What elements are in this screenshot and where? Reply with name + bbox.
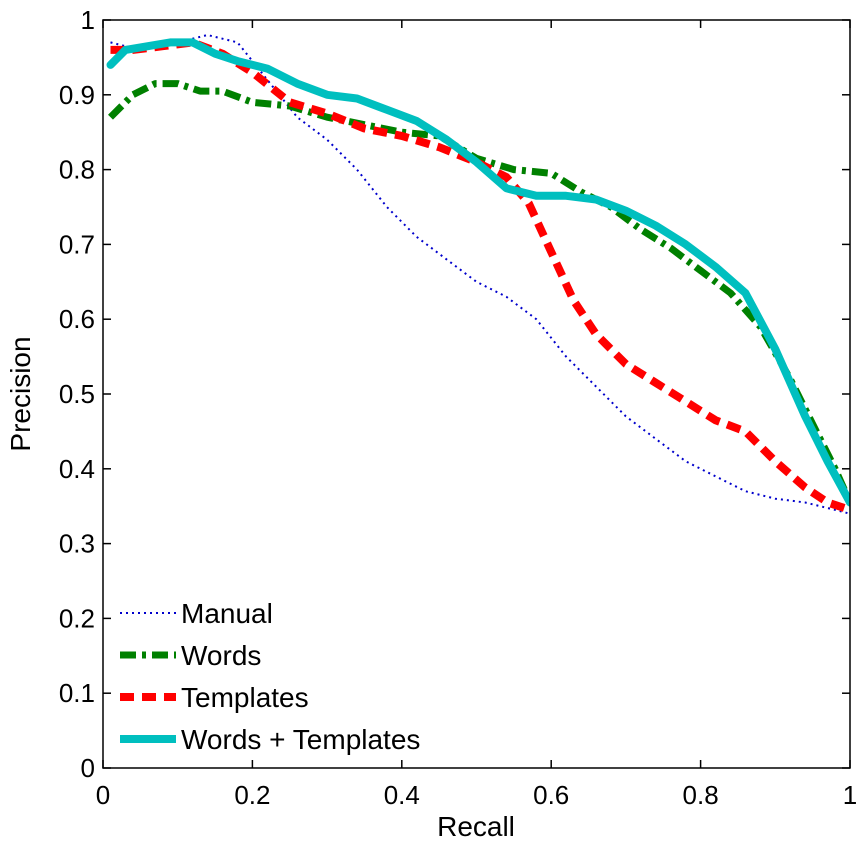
series-line-words	[108, 80, 850, 504]
plot-frame	[102, 19, 851, 769]
x-tick-label: 0.4	[384, 780, 420, 810]
y-tick-label: 0.6	[59, 304, 95, 334]
y-tick-label: 0	[81, 753, 95, 783]
x-tick-label: 0.6	[533, 780, 569, 810]
y-tick-label: 0.1	[59, 678, 95, 708]
plot-area	[103, 20, 850, 768]
x-tick-label: 0.8	[683, 780, 719, 810]
y-axis-label: Precision	[5, 336, 36, 451]
series-line-manual	[110, 34, 850, 515]
legend-label-words: Words	[181, 640, 261, 671]
y-tick-label: 0.7	[59, 229, 95, 259]
x-axis-label: Recall	[437, 811, 515, 842]
y-tick-label: 0.9	[59, 80, 95, 110]
series-layer	[106, 34, 850, 515]
y-tick-label: 0.8	[59, 155, 95, 185]
y-tick-label: 0.2	[59, 603, 95, 633]
legend-label-manual: Manual	[181, 598, 273, 629]
legend-label-words-templates: Words + Templates	[181, 724, 420, 755]
series-line-words-templates	[106, 38, 850, 507]
axis-layer: 0 0.2 0.4 0.6 0.8 1 0 0.1 0.2 0.3 0.4 0.5 0.6 0.7 0.8 0…	[59, 5, 857, 810]
x-tick-label: 0	[96, 780, 110, 810]
x-tick-label: 1	[843, 780, 857, 810]
x-tick-label: 0.2	[234, 780, 270, 810]
y-tick-label: 0.3	[59, 529, 95, 559]
y-tick-label: 0.5	[59, 379, 95, 409]
legend: Manual Words Templates Words + Templates	[120, 598, 420, 755]
y-tick-label: 0.4	[59, 454, 95, 484]
legend-label-templates: Templates	[181, 682, 309, 713]
y-tick-label: 1	[81, 5, 95, 35]
